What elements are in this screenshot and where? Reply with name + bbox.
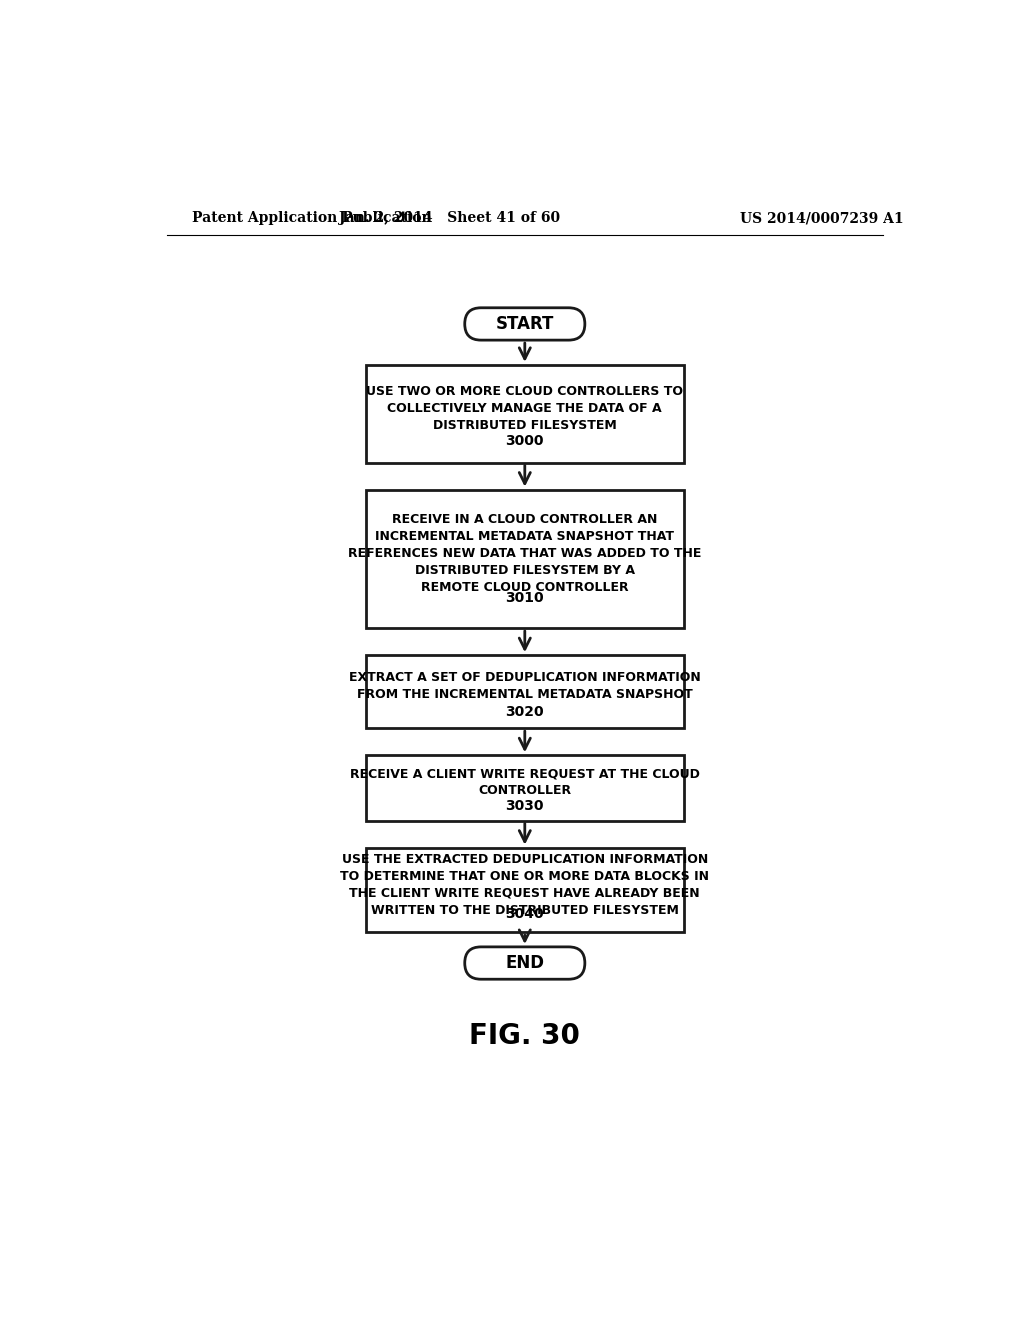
FancyBboxPatch shape	[465, 946, 585, 979]
FancyBboxPatch shape	[366, 847, 684, 932]
FancyBboxPatch shape	[366, 755, 684, 821]
FancyBboxPatch shape	[366, 364, 684, 462]
Text: 3000: 3000	[506, 434, 544, 447]
Text: US 2014/0007239 A1: US 2014/0007239 A1	[739, 211, 903, 226]
Text: 3030: 3030	[506, 799, 544, 813]
Text: USE THE EXTRACTED DEDUPLICATION INFORMATION
TO DETERMINE THAT ONE OR MORE DATA B: USE THE EXTRACTED DEDUPLICATION INFORMAT…	[340, 853, 710, 916]
Text: START: START	[496, 315, 554, 333]
FancyBboxPatch shape	[366, 655, 684, 729]
Text: RECEIVE A CLIENT WRITE REQUEST AT THE CLOUD
CONTROLLER: RECEIVE A CLIENT WRITE REQUEST AT THE CL…	[350, 767, 699, 797]
Text: Patent Application Publication: Patent Application Publication	[191, 211, 431, 226]
Text: 3010: 3010	[506, 590, 544, 605]
Text: Jan. 2, 2014   Sheet 41 of 60: Jan. 2, 2014 Sheet 41 of 60	[339, 211, 560, 226]
FancyBboxPatch shape	[366, 490, 684, 628]
Text: END: END	[505, 954, 545, 972]
Text: 3020: 3020	[506, 705, 544, 719]
FancyBboxPatch shape	[465, 308, 585, 341]
Text: EXTRACT A SET OF DEDUPLICATION INFORMATION
FROM THE INCREMENTAL METADATA SNAPSHO: EXTRACT A SET OF DEDUPLICATION INFORMATI…	[349, 672, 700, 701]
Text: FIG. 30: FIG. 30	[469, 1022, 581, 1051]
Text: RECEIVE IN A CLOUD CONTROLLER AN
INCREMENTAL METADATA SNAPSHOT THAT
REFERENCES N: RECEIVE IN A CLOUD CONTROLLER AN INCREME…	[348, 513, 701, 594]
Text: 3040: 3040	[506, 907, 544, 920]
Text: USE TWO OR MORE CLOUD CONTROLLERS TO
COLLECTIVELY MANAGE THE DATA OF A
DISTRIBUT: USE TWO OR MORE CLOUD CONTROLLERS TO COL…	[367, 384, 683, 432]
